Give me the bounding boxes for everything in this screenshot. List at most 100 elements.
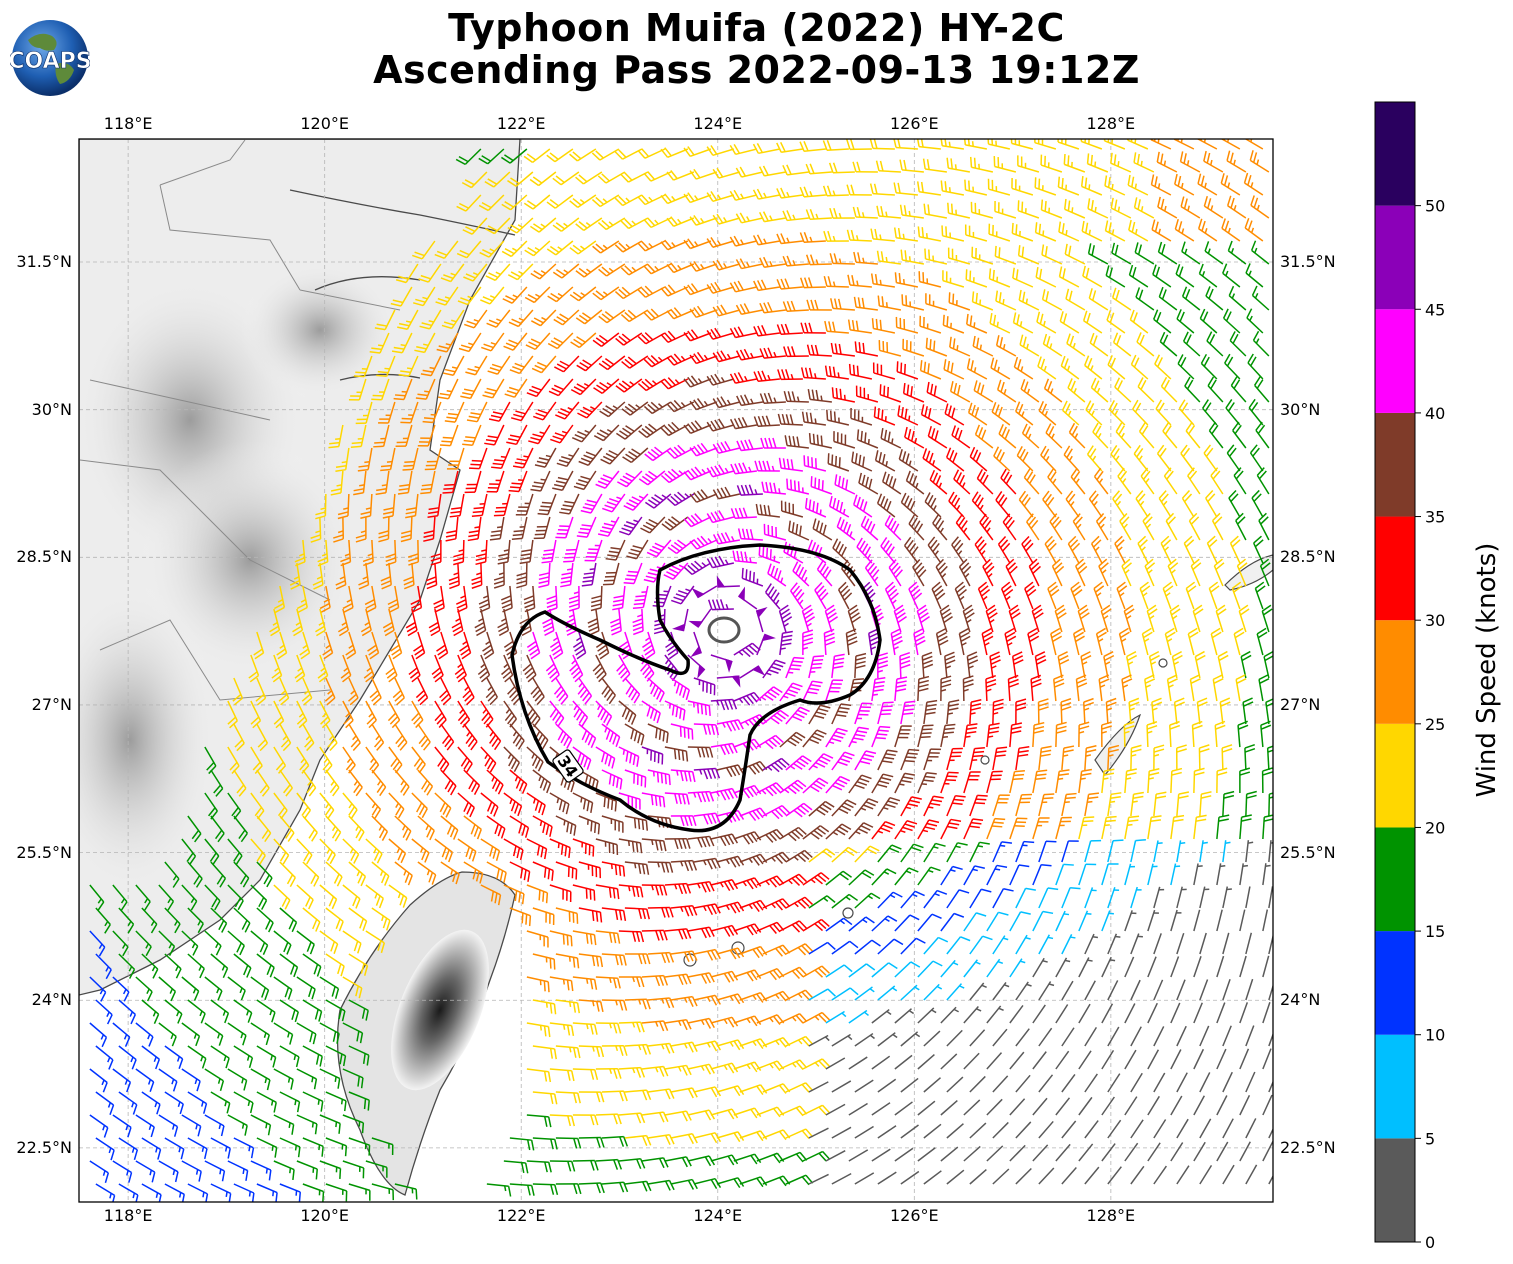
wind-barb (397, 470, 413, 495)
wind-barb (1252, 330, 1270, 357)
wind-barb (315, 608, 327, 637)
wind-barb (597, 171, 626, 184)
wind-barb (1254, 581, 1266, 610)
colorbar-label: Wind Speed (knots) (1472, 542, 1502, 798)
wind-barb (1205, 286, 1224, 311)
wind-barb (444, 401, 465, 423)
wind-barb (1129, 309, 1149, 334)
wind-barb (829, 495, 850, 518)
lat-tick-right: 28.5°N (1280, 547, 1336, 567)
wind-barb (512, 447, 534, 469)
wind-barb (471, 562, 483, 589)
colorbar-bin (1375, 309, 1415, 413)
wind-barb (972, 335, 994, 357)
wind-barb (553, 309, 580, 326)
wind-barb (507, 263, 534, 281)
wind-barb (944, 403, 965, 426)
wind-barb (569, 286, 597, 302)
wind-barb (1040, 199, 1063, 219)
wind-barb (778, 604, 793, 633)
wind-barb (706, 555, 735, 569)
wind-barb (801, 411, 826, 426)
wind-barb (971, 246, 994, 265)
wind-barb (1221, 218, 1241, 242)
wind-barb (367, 631, 380, 660)
wind-barb (1085, 400, 1103, 426)
wind-barb (929, 469, 948, 495)
wind-barb (619, 516, 643, 536)
wind-barb (1047, 581, 1060, 610)
wind-barb (1259, 558, 1271, 587)
wind-barb (488, 401, 511, 422)
wind-barb (1013, 356, 1034, 380)
wind-barb (1175, 264, 1195, 288)
wind-barb (864, 559, 880, 587)
wind-barb (876, 205, 901, 219)
wind-barb (893, 182, 918, 196)
wind-barb (599, 401, 626, 418)
wind-barb (735, 166, 764, 178)
wind-barb (755, 503, 780, 518)
wind-barb (524, 286, 551, 304)
wind-barb (900, 492, 919, 518)
wind-barb (390, 286, 413, 307)
wind-barb (1057, 139, 1080, 150)
wind-barb (478, 148, 505, 165)
wind-barb (729, 235, 758, 247)
wind-barb (812, 518, 833, 541)
wind-barb (632, 608, 644, 636)
wind-barb (759, 347, 786, 359)
wind-barb (602, 562, 620, 586)
wind-barb (926, 381, 948, 403)
wind-barb (523, 194, 551, 210)
wind-barb (1185, 421, 1201, 449)
wind-barb (546, 240, 574, 256)
wind-barb (1177, 354, 1195, 380)
wind-barb (761, 481, 786, 495)
wind-barb (413, 631, 426, 660)
wind-barb (827, 453, 850, 472)
wind-barb (511, 516, 528, 541)
wind-barb (990, 357, 1011, 380)
wind-barb (456, 240, 482, 259)
wind-barb (1192, 604, 1204, 633)
wind-barb (1031, 604, 1044, 633)
wind-barb (1034, 222, 1057, 242)
lat-tick-right: 24°N (1280, 990, 1321, 1010)
wind-barb (312, 562, 324, 590)
wind-barb (712, 259, 741, 271)
wind-barb (924, 248, 948, 265)
wind-barb (467, 516, 482, 542)
wind-barb (712, 213, 741, 225)
wind-barb (390, 631, 403, 660)
wind-barb (691, 585, 718, 599)
wind-barb (1093, 581, 1105, 610)
wind-barb (660, 239, 689, 251)
wind-barb (569, 240, 597, 255)
wind-barb (1226, 195, 1247, 219)
wind-barb (626, 539, 649, 560)
wind-barb (940, 139, 964, 150)
wind-barb (683, 560, 712, 576)
wind-barb (683, 420, 712, 434)
wind-barb (457, 286, 482, 306)
wind-barb (1133, 444, 1149, 472)
wind-barb (506, 424, 528, 446)
wind-barb (759, 301, 786, 314)
wind-barb (616, 470, 643, 488)
wind-barb (917, 226, 942, 242)
colorbar-tick-label: 45 (1425, 300, 1445, 319)
wind-barb (876, 493, 896, 518)
wind-barb (1080, 139, 1103, 150)
wind-barb (615, 378, 643, 393)
wind-barb (294, 539, 306, 567)
wind-barb (1068, 422, 1086, 449)
wind-barb (1167, 558, 1179, 587)
wind-barb (637, 378, 666, 392)
wind-barb (1231, 581, 1243, 610)
wind-barb (1250, 195, 1270, 219)
wind-barb (299, 631, 311, 660)
wind-barb (552, 171, 580, 186)
wind-barb (850, 408, 873, 426)
